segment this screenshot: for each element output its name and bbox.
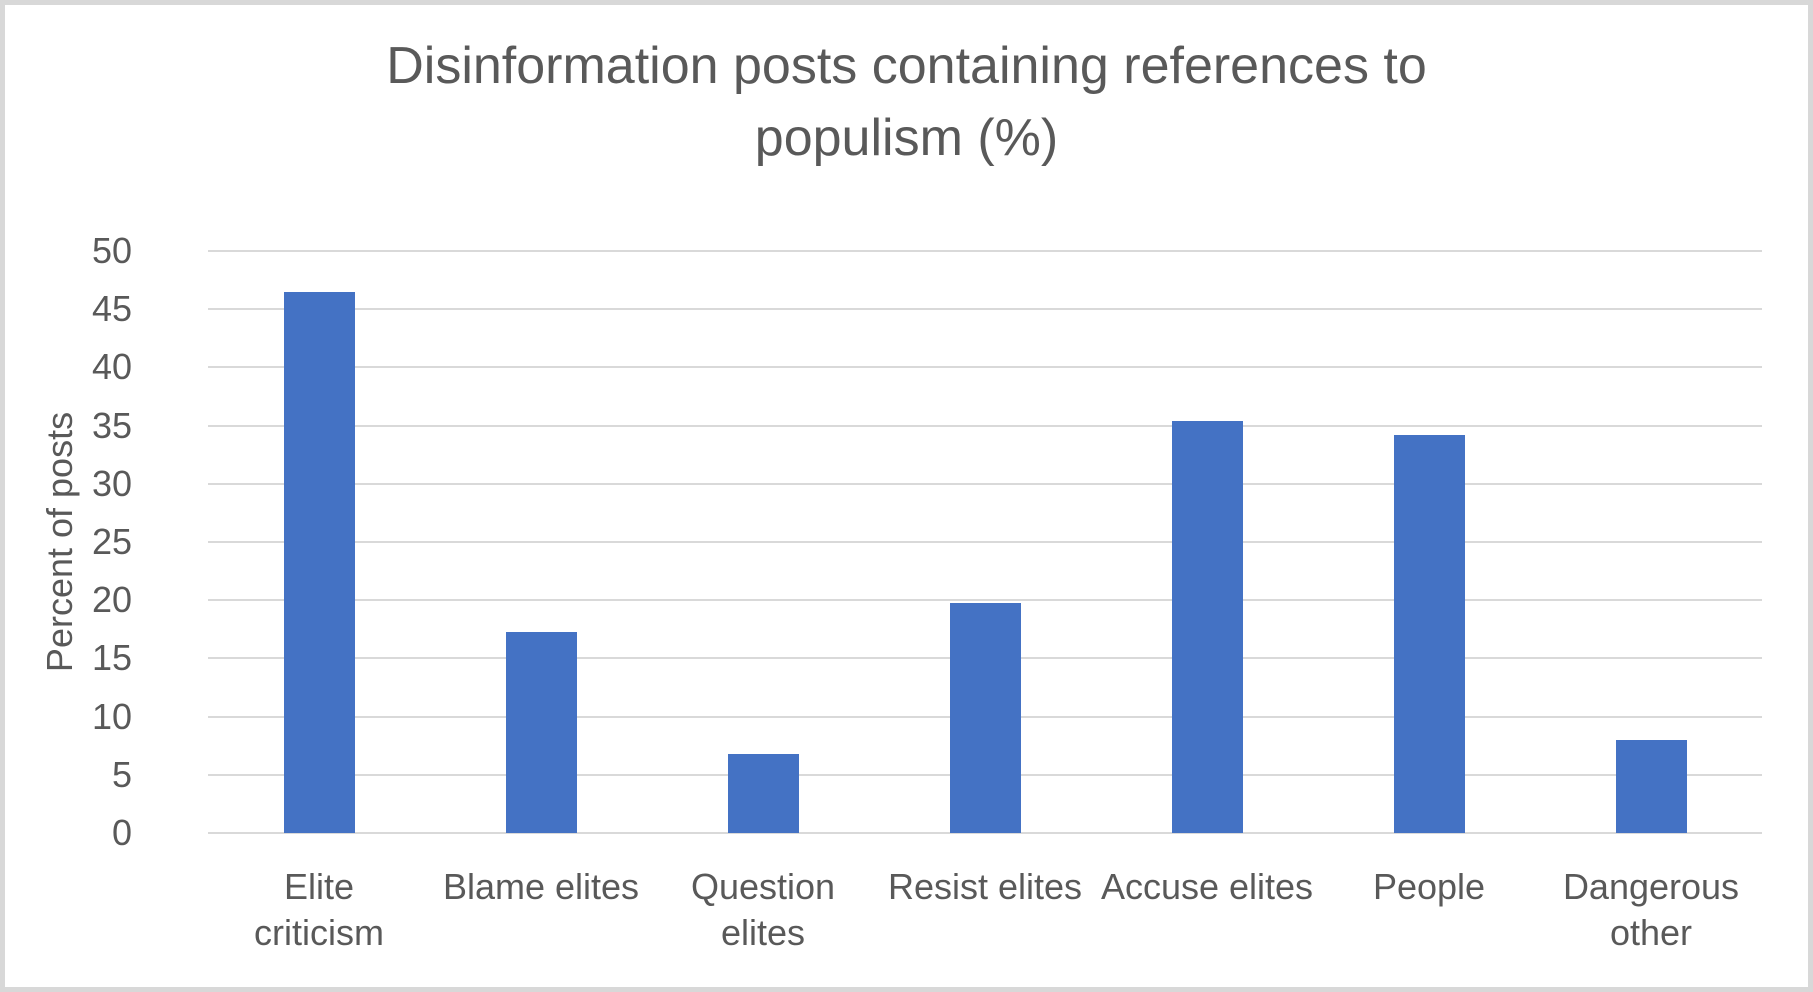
gridline-50 [208, 250, 1762, 252]
plot-area [208, 250, 1762, 834]
bar-elite-criticism [283, 291, 355, 833]
x-axis-category-labels: Elite criticism Blame elites Question elit… [208, 864, 1762, 974]
bar-dangerous-other [1615, 739, 1687, 833]
y-tick-label-35: 35 [91, 404, 132, 446]
x-category-label-elite-criticism: Elite criticism [254, 866, 384, 953]
y-tick-label-45: 45 [91, 288, 132, 330]
chart-title: Disinformation posts containing referenc… [0, 30, 1813, 174]
chart-title-line-1: Disinformation posts containing referenc… [386, 37, 1427, 95]
x-category-label-question-elites: Question elites [690, 866, 836, 953]
x-category-label-blame-elites: Blame elites [442, 866, 640, 907]
bar-resist-elites [949, 602, 1021, 833]
bar-accuse-elites [1171, 420, 1243, 833]
x-category-label-accuse-elites: Accuse elites [1100, 866, 1314, 907]
y-tick-label-30: 30 [91, 462, 132, 504]
y-tick-label-20: 20 [91, 579, 132, 621]
x-category-label-dangerous-other: Dangerous other [1562, 866, 1740, 953]
y-tick-label-15: 15 [91, 637, 132, 679]
gridline-40 [208, 366, 1762, 369]
bar-question-elites [727, 753, 799, 833]
gridline-30 [208, 482, 1762, 485]
y-tick-label-40: 40 [91, 346, 132, 388]
gridline-20 [208, 599, 1762, 602]
bar-blame-elites [505, 631, 577, 833]
y-tick-label-25: 25 [91, 521, 132, 562]
gridline-35 [208, 424, 1762, 427]
bar-people [1393, 434, 1465, 833]
y-axis-tick-labels: 0 5 10 15 20 25 30 35 40 45 50 [0, 233, 170, 851]
y-tick-label-50: 50 [91, 230, 132, 271]
y-tick-label-10: 10 [91, 695, 132, 737]
gridline-45 [208, 308, 1762, 311]
gridline-25 [208, 541, 1762, 543]
x-category-label-people: People [1372, 866, 1486, 907]
gridline-0 [208, 832, 1762, 834]
x-category-label-resist-elites: Resist elites [887, 866, 1083, 907]
y-tick-label-0: 0 [111, 812, 132, 853]
y-tick-label-5: 5 [111, 753, 132, 795]
chart-title-line-2: populism (%) [754, 109, 1059, 167]
